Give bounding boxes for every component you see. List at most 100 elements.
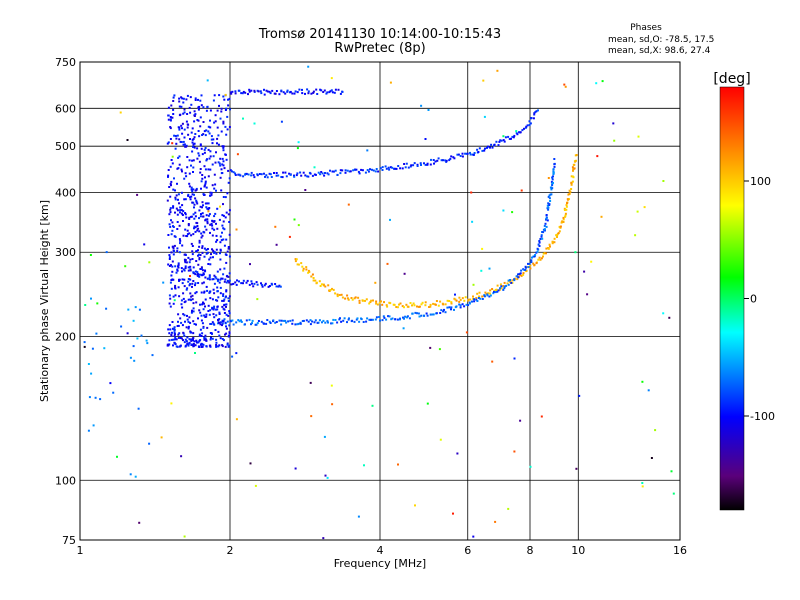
data-point bbox=[435, 312, 438, 315]
data-point bbox=[417, 312, 420, 315]
data-point bbox=[224, 153, 227, 156]
data-point bbox=[228, 344, 231, 347]
data-point bbox=[439, 300, 442, 303]
data-point bbox=[189, 111, 192, 114]
data-point bbox=[199, 268, 202, 270]
data-point bbox=[271, 283, 274, 286]
y-tick-label: 750 bbox=[55, 56, 76, 69]
data-point bbox=[613, 139, 616, 142]
data-point bbox=[365, 298, 368, 301]
data-point bbox=[214, 212, 217, 215]
data-point bbox=[245, 281, 248, 284]
data-point bbox=[214, 161, 217, 164]
data-point bbox=[225, 107, 228, 110]
data-point bbox=[172, 338, 175, 341]
data-point bbox=[430, 158, 432, 161]
data-point bbox=[326, 172, 329, 175]
data-point bbox=[566, 198, 569, 201]
data-point bbox=[483, 295, 486, 298]
data-point bbox=[530, 117, 533, 119]
data-point bbox=[211, 248, 213, 251]
data-point bbox=[488, 295, 491, 298]
data-point bbox=[181, 127, 183, 130]
data-point bbox=[239, 174, 242, 177]
data-point bbox=[351, 319, 354, 322]
data-point bbox=[169, 207, 172, 210]
data-point bbox=[432, 159, 435, 161]
data-point bbox=[429, 313, 432, 316]
data-point bbox=[203, 302, 205, 305]
data-point bbox=[192, 143, 195, 146]
data-point bbox=[477, 297, 480, 299]
data-point bbox=[208, 274, 211, 277]
data-point bbox=[314, 319, 317, 322]
data-point bbox=[188, 338, 191, 341]
data-point bbox=[170, 264, 172, 267]
data-point bbox=[358, 320, 361, 323]
data-point bbox=[201, 282, 204, 285]
data-point bbox=[171, 245, 174, 248]
data-point bbox=[280, 319, 283, 322]
data-point bbox=[662, 180, 665, 182]
data-point bbox=[216, 286, 219, 289]
data-point bbox=[226, 128, 229, 131]
data-point bbox=[548, 204, 551, 206]
data-point bbox=[199, 171, 202, 174]
data-point bbox=[513, 279, 516, 282]
data-point bbox=[553, 241, 556, 244]
data-point bbox=[465, 331, 468, 334]
data-point bbox=[170, 180, 173, 183]
data-point bbox=[405, 162, 408, 165]
data-point bbox=[217, 134, 220, 137]
data-point bbox=[193, 340, 196, 343]
data-point bbox=[219, 248, 222, 251]
data-point bbox=[191, 282, 194, 285]
data-point bbox=[225, 261, 228, 264]
data-point bbox=[178, 278, 181, 281]
data-point bbox=[201, 269, 204, 272]
data-point bbox=[393, 303, 396, 306]
data-point bbox=[260, 283, 263, 286]
data-point bbox=[341, 90, 344, 93]
data-point bbox=[172, 302, 175, 305]
data-point bbox=[362, 321, 365, 323]
data-point bbox=[168, 246, 170, 249]
data-point bbox=[208, 157, 211, 160]
data-point bbox=[204, 134, 207, 137]
data-point bbox=[502, 288, 505, 291]
data-point bbox=[202, 215, 205, 218]
data-point bbox=[307, 271, 310, 274]
data-point bbox=[218, 311, 221, 314]
data-point bbox=[586, 293, 589, 296]
data-point bbox=[334, 169, 337, 172]
data-point bbox=[191, 138, 194, 141]
data-point bbox=[235, 283, 238, 286]
data-point bbox=[194, 226, 197, 229]
data-point bbox=[198, 230, 201, 233]
data-point bbox=[302, 267, 305, 270]
data-point bbox=[203, 148, 206, 151]
data-point bbox=[456, 452, 459, 455]
data-point bbox=[516, 133, 519, 136]
data-point bbox=[168, 256, 171, 259]
data-point bbox=[225, 254, 228, 256]
data-point bbox=[252, 174, 255, 177]
data-point bbox=[206, 326, 209, 329]
data-point bbox=[225, 303, 228, 306]
data-point bbox=[204, 202, 207, 205]
data-point bbox=[168, 294, 171, 297]
data-point bbox=[364, 299, 366, 302]
data-point bbox=[524, 268, 527, 271]
data-point bbox=[190, 186, 193, 189]
data-point bbox=[187, 269, 190, 272]
data-point bbox=[228, 279, 231, 282]
data-point bbox=[195, 260, 198, 262]
data-point bbox=[205, 345, 208, 348]
data-point bbox=[181, 170, 183, 173]
data-point bbox=[178, 251, 181, 254]
data-point bbox=[481, 149, 484, 152]
data-point bbox=[179, 242, 181, 245]
data-point bbox=[641, 485, 644, 488]
data-point bbox=[553, 158, 556, 160]
data-point bbox=[424, 163, 427, 166]
